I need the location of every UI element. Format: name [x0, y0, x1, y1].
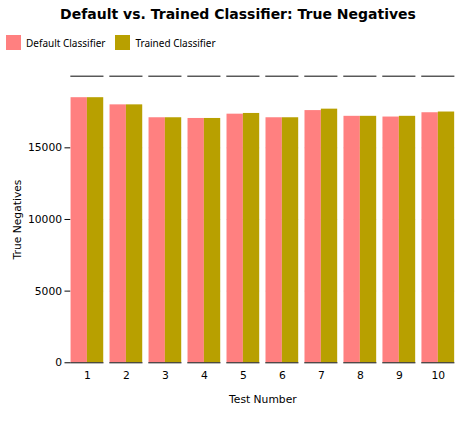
- svg-text:5: 5: [240, 369, 247, 382]
- svg-text:4: 4: [201, 369, 208, 382]
- svg-text:2: 2: [123, 369, 130, 382]
- svg-text:6: 6: [279, 369, 286, 382]
- svg-text:9: 9: [396, 369, 403, 382]
- svg-text:Test Number: Test Number: [228, 393, 297, 405]
- svg-text:15000: 15000: [28, 141, 62, 154]
- html-text:Default Classifier: Default Classifier: [26, 35, 106, 50]
- html-text:Trained Classifier: Trained Classifier: [135, 35, 216, 50]
- svg-text:10000: 10000: [28, 213, 62, 226]
- svg-text:1: 1: [84, 369, 91, 382]
- svg-text:10: 10: [431, 369, 445, 382]
- html-text:Default vs. Trained Classifier: Default vs. Trained Classifier: True Neg…: [60, 6, 416, 22]
- svg-text:7: 7: [318, 369, 325, 382]
- svg-text:5000: 5000: [35, 285, 62, 298]
- svg-text:8: 8: [357, 369, 364, 382]
- svg-text:0: 0: [55, 356, 62, 369]
- svg-text:True Negatives: True Negatives: [11, 179, 24, 260]
- svg-text:3: 3: [162, 369, 169, 382]
